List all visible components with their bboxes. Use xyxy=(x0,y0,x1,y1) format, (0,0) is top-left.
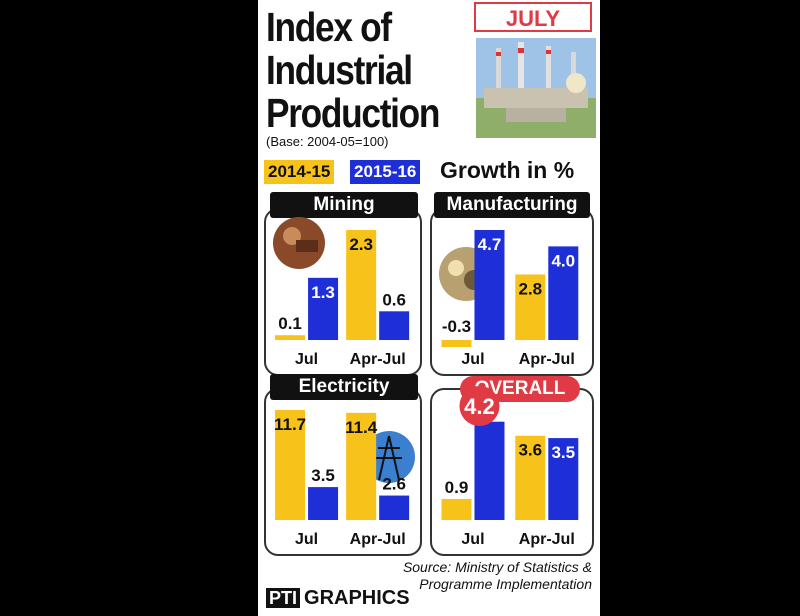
overall-label-jul-2014-15: 0.9 xyxy=(445,478,469,497)
electricity-category-apr-jul: Apr-Jul xyxy=(350,531,406,548)
pti-graphics-logo: PTI GRAPHICS xyxy=(266,587,410,610)
manufacturing-label-jul-2015-16: 4.7 xyxy=(478,235,502,254)
manufacturing-label-apr-jul-2015-16: 4.0 xyxy=(551,251,575,270)
mining-bar-jul-2014-15 xyxy=(275,335,306,340)
overall-bar-apr-jul-2014-15 xyxy=(515,435,546,520)
source-line-1: Source: Ministry of Statistics & xyxy=(402,559,592,575)
electricity-bar-jul-2015-16 xyxy=(308,487,339,520)
chart-overall: 0.9 4.2 Jul 3.6 3.5 Apr-Jul xyxy=(441,386,579,548)
manufacturing-category-jul: Jul xyxy=(461,351,484,368)
mining-label-apr-jul-2015-16: 0.6 xyxy=(382,290,406,309)
electricity-bar-jul-2014-15 xyxy=(275,410,306,520)
infographic-card: Index of Industrial Production JULY (Bas… xyxy=(258,0,600,616)
overall-highlight-circle xyxy=(459,386,500,426)
overall-label-jul-2015-16: 4.2 xyxy=(464,394,495,419)
manufacturing-category-apr-jul: Apr-Jul xyxy=(519,351,575,368)
manufacturing-title: Manufacturing xyxy=(434,192,590,218)
mining-bar-apr-jul-2015-16 xyxy=(379,311,410,340)
manufacturing-label-apr-jul-2014-15: 2.8 xyxy=(518,279,542,298)
overall-label-apr-jul-2014-15: 3.6 xyxy=(518,441,542,460)
manufacturing-label-jul-2014-15: -0.3 xyxy=(442,317,471,336)
mining-label-apr-jul-2014-15: 2.3 xyxy=(349,235,373,254)
overall-label-apr-jul-2015-16: 3.5 xyxy=(551,443,575,462)
base-note: (Base: 2004-05=100) xyxy=(266,134,389,149)
legend-2014-15: 2014-15 xyxy=(264,160,335,184)
electricity-label-apr-jul-2015-16: 2.6 xyxy=(382,475,406,494)
overall-bar-apr-jul-2015-16 xyxy=(548,438,579,520)
electricity-label-jul-2014-15: 11.7 xyxy=(274,415,306,434)
mining-label-jul-2015-16: 1.3 xyxy=(311,283,335,302)
growth-label: Growth in % xyxy=(440,157,575,183)
title-line-3: Production xyxy=(266,90,440,136)
mining-photo xyxy=(273,217,325,269)
factory-photo xyxy=(476,38,596,138)
electricity-label-jul-2015-16: 3.5 xyxy=(311,466,335,485)
source-note: Source: Ministry of Statistics & Program… xyxy=(403,559,592,593)
chart-electricity: 11.7 3.5 Jul 11.4 2.6 Apr-Jul xyxy=(274,410,410,548)
overall-bar-jul-2015-16 xyxy=(474,421,505,520)
pti-mark: PTI xyxy=(266,588,301,608)
mining-label-jul-2014-15: 0.1 xyxy=(278,314,302,333)
mining-bar-apr-jul-2014-15 xyxy=(346,230,377,340)
chart-manufacturing: -0.3 4.7 Jul 2.8 4.0 Apr-Jul xyxy=(441,230,579,368)
mining-bar-jul-2015-16 xyxy=(308,277,339,340)
electricity-bar-apr-jul-2014-15 xyxy=(346,412,377,520)
title-line-1: Index of xyxy=(266,4,392,50)
manufacturing-bar-apr-jul-2015-16 xyxy=(548,246,579,340)
manufacturing-bar-jul-2015-16 xyxy=(474,230,505,340)
manufacturing-bar-apr-jul-2014-15 xyxy=(515,274,546,340)
chart-mining: 0.1 1.3 Jul 2.3 0.6 Apr-Jul xyxy=(275,230,410,368)
overall-category-apr-jul: Apr-Jul xyxy=(519,531,575,548)
mining-category-apr-jul: Apr-Jul xyxy=(350,351,406,368)
overall-category-jul: Jul xyxy=(461,531,484,548)
month-badge: JULY xyxy=(474,2,592,32)
electricity-category-jul: Jul xyxy=(295,531,318,548)
source-line-2: Programme Implementation xyxy=(419,576,592,592)
legend-2015-16: 2015-16 xyxy=(350,160,421,184)
electricity-title: Electricity xyxy=(270,374,418,400)
electricity-label-apr-jul-2014-15: 11.4 xyxy=(345,418,378,437)
mining-category-jul: Jul xyxy=(295,351,318,368)
mining-title: Mining xyxy=(270,192,418,218)
title-line-2: Industrial xyxy=(266,47,413,93)
graphics-text: GRAPHICS xyxy=(304,587,410,609)
manufacturing-bar-jul-2014-15 xyxy=(441,340,472,348)
electricity-bar-apr-jul-2015-16 xyxy=(379,495,410,520)
overall-bar-jul-2014-15 xyxy=(441,498,472,520)
